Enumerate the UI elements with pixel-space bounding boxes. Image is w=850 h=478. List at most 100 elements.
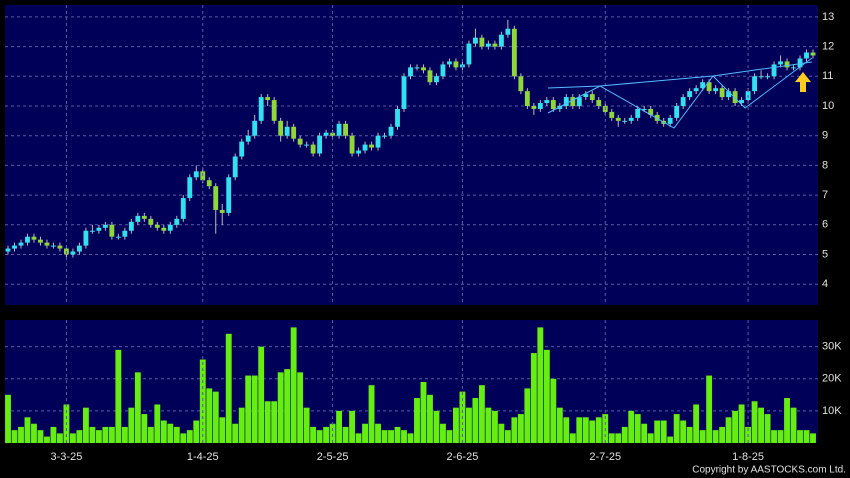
candle-body [583, 94, 589, 98]
candle-body [408, 67, 413, 77]
candle-body [369, 144, 374, 148]
volume-bar [563, 417, 570, 443]
volume-bar [316, 430, 323, 443]
candle-body [193, 171, 199, 178]
volume-bar [251, 375, 258, 443]
candle-body [544, 100, 550, 104]
volume-bar [134, 372, 141, 443]
volume-bar [634, 414, 641, 443]
volume-bar [264, 401, 271, 443]
volume-bar [24, 417, 31, 443]
volume-bar [238, 407, 245, 443]
candle-body [765, 76, 770, 78]
candle-body [635, 108, 641, 118]
volume-bar [310, 426, 317, 443]
candle-body [713, 88, 719, 92]
volume-bar [595, 417, 602, 443]
candle-body [485, 43, 491, 47]
candle-body [537, 103, 543, 109]
candle-body [5, 248, 11, 252]
volume-bar [803, 430, 810, 443]
candle-body [375, 135, 381, 148]
volume-bar [472, 398, 479, 443]
volume-bar [569, 433, 576, 443]
volume-bar [225, 333, 232, 443]
candle-body [96, 227, 102, 231]
candle-body [323, 132, 329, 136]
candle-body [122, 230, 128, 237]
volume-bar [44, 436, 50, 443]
candle-body [797, 58, 803, 68]
candle-body [51, 245, 56, 247]
candle-body [687, 91, 693, 98]
candle-body [472, 37, 478, 44]
x-tick-label: 2-5-25 [317, 451, 349, 463]
candle-body [343, 123, 349, 136]
candle-body [531, 105, 537, 109]
candle-body [596, 100, 602, 106]
volume-bar [654, 420, 661, 443]
candle-body [427, 70, 433, 83]
volume-bar [147, 426, 154, 443]
volume-bar [706, 375, 713, 443]
volume-bar [407, 433, 414, 443]
candle-body [784, 61, 790, 68]
x-tick-label: 2-7-25 [589, 451, 621, 463]
candle-body [336, 123, 342, 136]
volume-bar [777, 430, 784, 443]
candle-body [226, 177, 232, 213]
candle-body [271, 100, 277, 121]
volume-bar [355, 433, 362, 443]
candle-body [362, 144, 368, 151]
volume-bar [50, 426, 57, 443]
candle-body [395, 108, 400, 127]
candle-body [12, 245, 17, 249]
candle-body [719, 88, 725, 98]
volume-bar [69, 433, 76, 443]
volume-bar [5, 394, 11, 443]
candle-body [680, 97, 686, 106]
candle-body [265, 97, 271, 101]
candle-body [38, 239, 43, 243]
volume-bar [219, 417, 226, 443]
volume-bar [57, 433, 63, 443]
volume-bar [465, 407, 472, 443]
volume-bar [232, 423, 239, 443]
candle-body [258, 97, 264, 121]
volume-bar [342, 426, 349, 443]
volume-bar [790, 407, 797, 443]
volume-bar [686, 426, 693, 443]
volume-bar [95, 430, 102, 443]
candle-body [700, 82, 706, 89]
volume-bar [160, 420, 167, 443]
volume-bar [797, 430, 803, 443]
candle-body [563, 97, 569, 106]
candle-body [349, 135, 355, 154]
volume-bar [121, 426, 128, 443]
candle-body [128, 221, 134, 231]
candle-body [791, 67, 796, 69]
volume-bar [102, 426, 109, 443]
y-tick-label: 9 [822, 130, 828, 142]
candle-body [421, 67, 426, 71]
volume-bar [193, 420, 200, 443]
candle-body [141, 215, 147, 219]
volume-bar [199, 359, 206, 443]
volume-bar [336, 410, 343, 443]
volume-bar [401, 430, 407, 443]
candle-body [498, 34, 504, 47]
volume-bar [693, 404, 700, 443]
candle-body [771, 64, 777, 77]
volume-bar [478, 385, 485, 443]
volume-bar [186, 430, 193, 443]
volume-bar [381, 430, 388, 443]
candle-body [206, 180, 212, 187]
volume-bar [498, 423, 505, 443]
candle-body [388, 126, 394, 136]
volume-bar [277, 372, 284, 443]
y-tick-label: 6 [822, 219, 828, 231]
volume-bar [608, 433, 615, 443]
y-tick-label: 7 [822, 189, 828, 201]
candle-body [291, 126, 297, 139]
candle-body [245, 135, 251, 142]
